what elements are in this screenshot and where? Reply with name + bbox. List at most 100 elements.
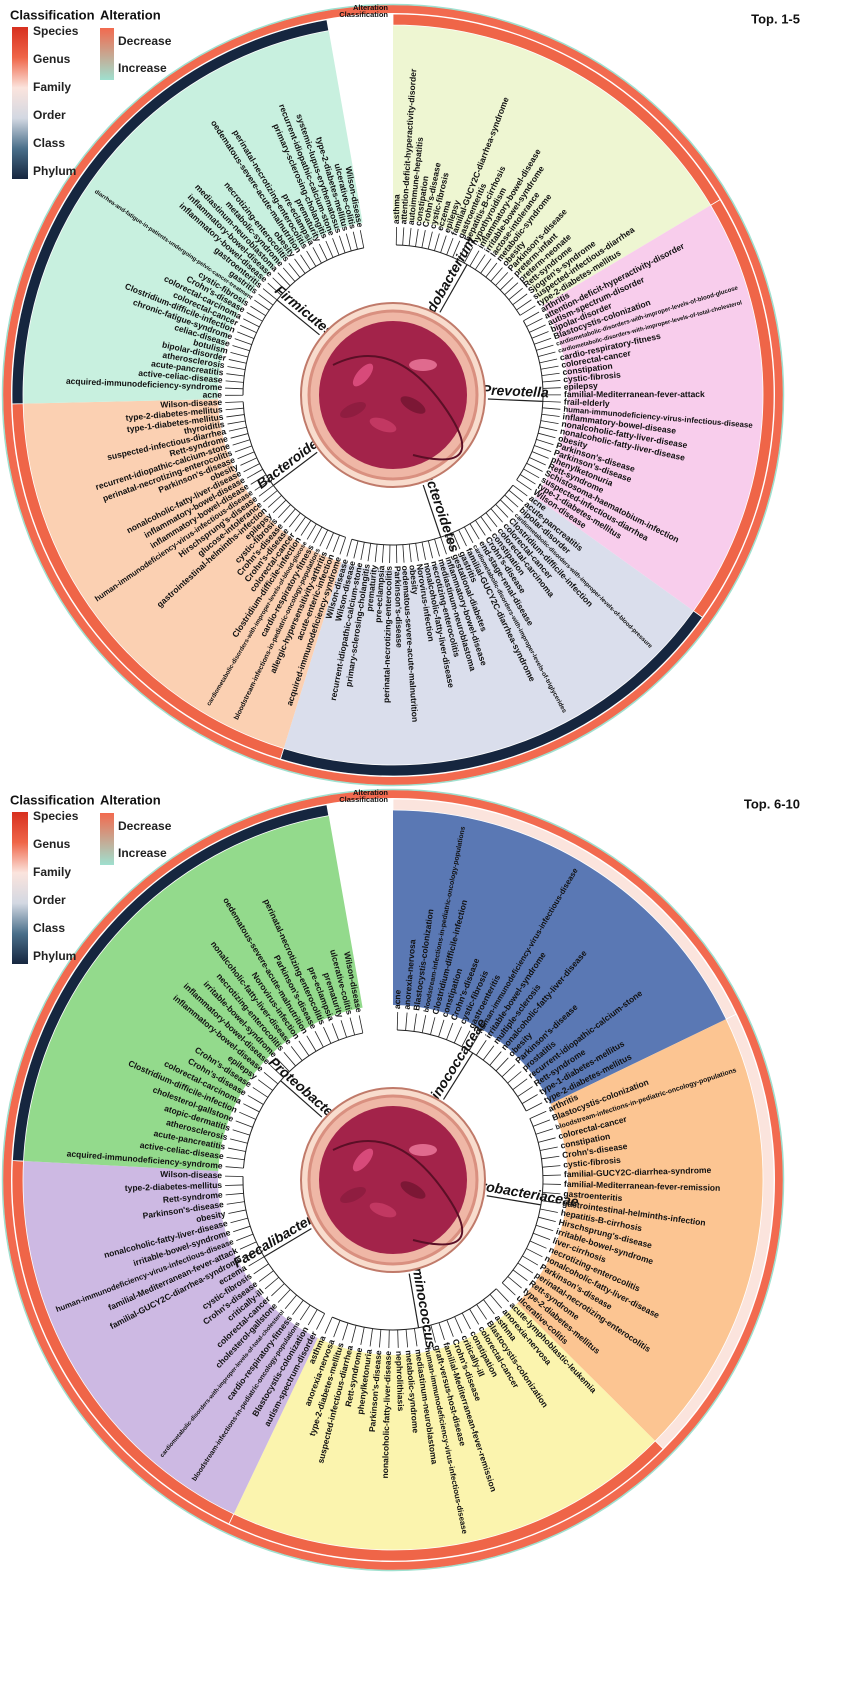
disease-label: familial-GUCY2C-diarrhea-syndrome	[564, 1165, 712, 1179]
disease-tick	[537, 432, 556, 439]
disease-label: familial-Mediterranean-fever-attack	[564, 389, 705, 399]
disease-tick	[396, 1012, 399, 1031]
disease-tick	[440, 537, 447, 555]
disease-label: Parkinson's-disease	[393, 566, 405, 648]
disease-label: asthma	[391, 194, 402, 224]
disease-tick	[318, 243, 328, 261]
disease-tick	[402, 544, 405, 563]
legend-label: Phylum	[33, 164, 76, 178]
disease-tick	[495, 504, 509, 518]
disease-tick	[421, 542, 426, 560]
sector-background	[233, 1303, 656, 1550]
disease-tick	[352, 231, 358, 250]
branch-line	[422, 484, 442, 538]
disease-tick	[397, 1329, 399, 1348]
disease-tick	[496, 1288, 510, 1303]
disease-tick	[239, 1111, 256, 1120]
ring-label: Alteration	[353, 788, 388, 797]
taxon-label: Prevotella	[482, 381, 550, 400]
disease-label: cystic-fibrosis	[563, 1155, 622, 1170]
disease-tick	[379, 1329, 382, 1348]
disease-tick	[225, 380, 244, 383]
disease-tick	[243, 318, 260, 328]
sector-background	[22, 30, 363, 404]
branch-line	[439, 264, 468, 313]
disease-tick	[541, 1200, 560, 1204]
disease-tick	[258, 485, 274, 497]
disease-tick	[438, 1322, 445, 1341]
disease-tick	[529, 324, 546, 333]
ring-label: Classification	[339, 795, 388, 804]
legend-title: Classification	[10, 792, 95, 807]
disease-tick	[469, 250, 480, 267]
disease-tick	[427, 231, 433, 250]
disease-tick	[468, 1035, 479, 1051]
center-detail	[409, 1144, 437, 1156]
disease-tick	[240, 457, 257, 466]
disease-tick	[541, 1155, 560, 1160]
disease-tick	[258, 1270, 274, 1282]
disease-tick	[250, 474, 267, 485]
disease-tick	[272, 277, 286, 291]
disease-tick	[353, 540, 359, 559]
disease-tick	[342, 1322, 349, 1341]
legend-label: Increase	[118, 846, 167, 860]
center-detail	[409, 359, 437, 371]
disease-tick	[438, 1019, 445, 1038]
ring-label: Alteration	[353, 3, 388, 12]
disease-tick	[360, 542, 365, 560]
center-core	[319, 1106, 467, 1254]
disease-tick	[314, 1031, 324, 1048]
disease-tick	[542, 407, 561, 410]
alteration-ring-edge	[1, 788, 785, 1572]
center-fold	[332, 1140, 464, 1246]
disease-tick	[306, 250, 317, 267]
disease-tick	[283, 1052, 296, 1067]
disease-tick	[485, 512, 498, 528]
disease-tick	[519, 305, 536, 316]
disease-tick	[225, 1192, 244, 1196]
center-detail	[352, 363, 374, 387]
disease-tick	[421, 230, 426, 248]
disease-tick	[232, 439, 250, 446]
disease-tick	[499, 277, 514, 291]
disease-tick	[526, 462, 543, 472]
disease-label: gastroenteritis	[563, 1188, 623, 1203]
disease-tick	[276, 1058, 290, 1072]
branch-line	[442, 1052, 474, 1100]
disease-tick	[252, 1087, 269, 1098]
legend-label: Species	[33, 809, 79, 823]
disease-tick	[413, 1013, 417, 1032]
legend-label: Family	[33, 865, 71, 879]
disease-tick	[367, 543, 372, 562]
sector-background	[517, 1019, 764, 1442]
branch-line	[486, 1195, 542, 1206]
disease-tick	[535, 1224, 554, 1232]
disease-tick	[250, 305, 266, 316]
disease-tick	[430, 1017, 436, 1035]
disease-tick	[262, 288, 278, 301]
disease-tick	[427, 540, 433, 559]
disease-tick	[282, 267, 296, 282]
disease-label: perinatal-necrotizing-enterocolitis	[381, 566, 394, 703]
disease-tick	[225, 401, 244, 403]
disease-tick	[529, 1240, 547, 1249]
disease-tick	[239, 1241, 257, 1250]
disease-tick	[230, 352, 249, 358]
disease-tick	[307, 1309, 318, 1326]
disease-tick	[360, 1327, 365, 1345]
disease-tick	[512, 484, 528, 497]
disease-tick	[402, 227, 405, 246]
disease-tick	[540, 365, 559, 370]
disease-tick	[340, 1020, 347, 1038]
disease-tick	[254, 299, 270, 311]
disease-tick	[474, 254, 486, 270]
disease-tick	[232, 345, 250, 352]
disease-tick	[539, 1146, 558, 1151]
disease-tick	[230, 1217, 249, 1224]
disease-tick	[319, 529, 329, 547]
disease-tick	[247, 1095, 264, 1105]
disease-tick	[512, 293, 528, 306]
sector-background	[283, 497, 694, 765]
disease-tick	[246, 468, 263, 479]
